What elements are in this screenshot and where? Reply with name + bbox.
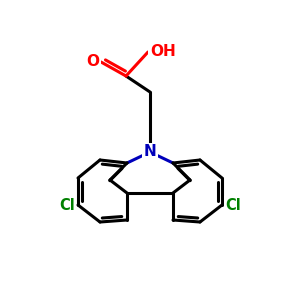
Text: OH: OH	[150, 45, 176, 59]
Text: Cl: Cl	[59, 198, 75, 212]
Text: O: O	[86, 55, 99, 69]
Text: N: N	[144, 145, 156, 159]
Text: Cl: Cl	[225, 198, 241, 212]
